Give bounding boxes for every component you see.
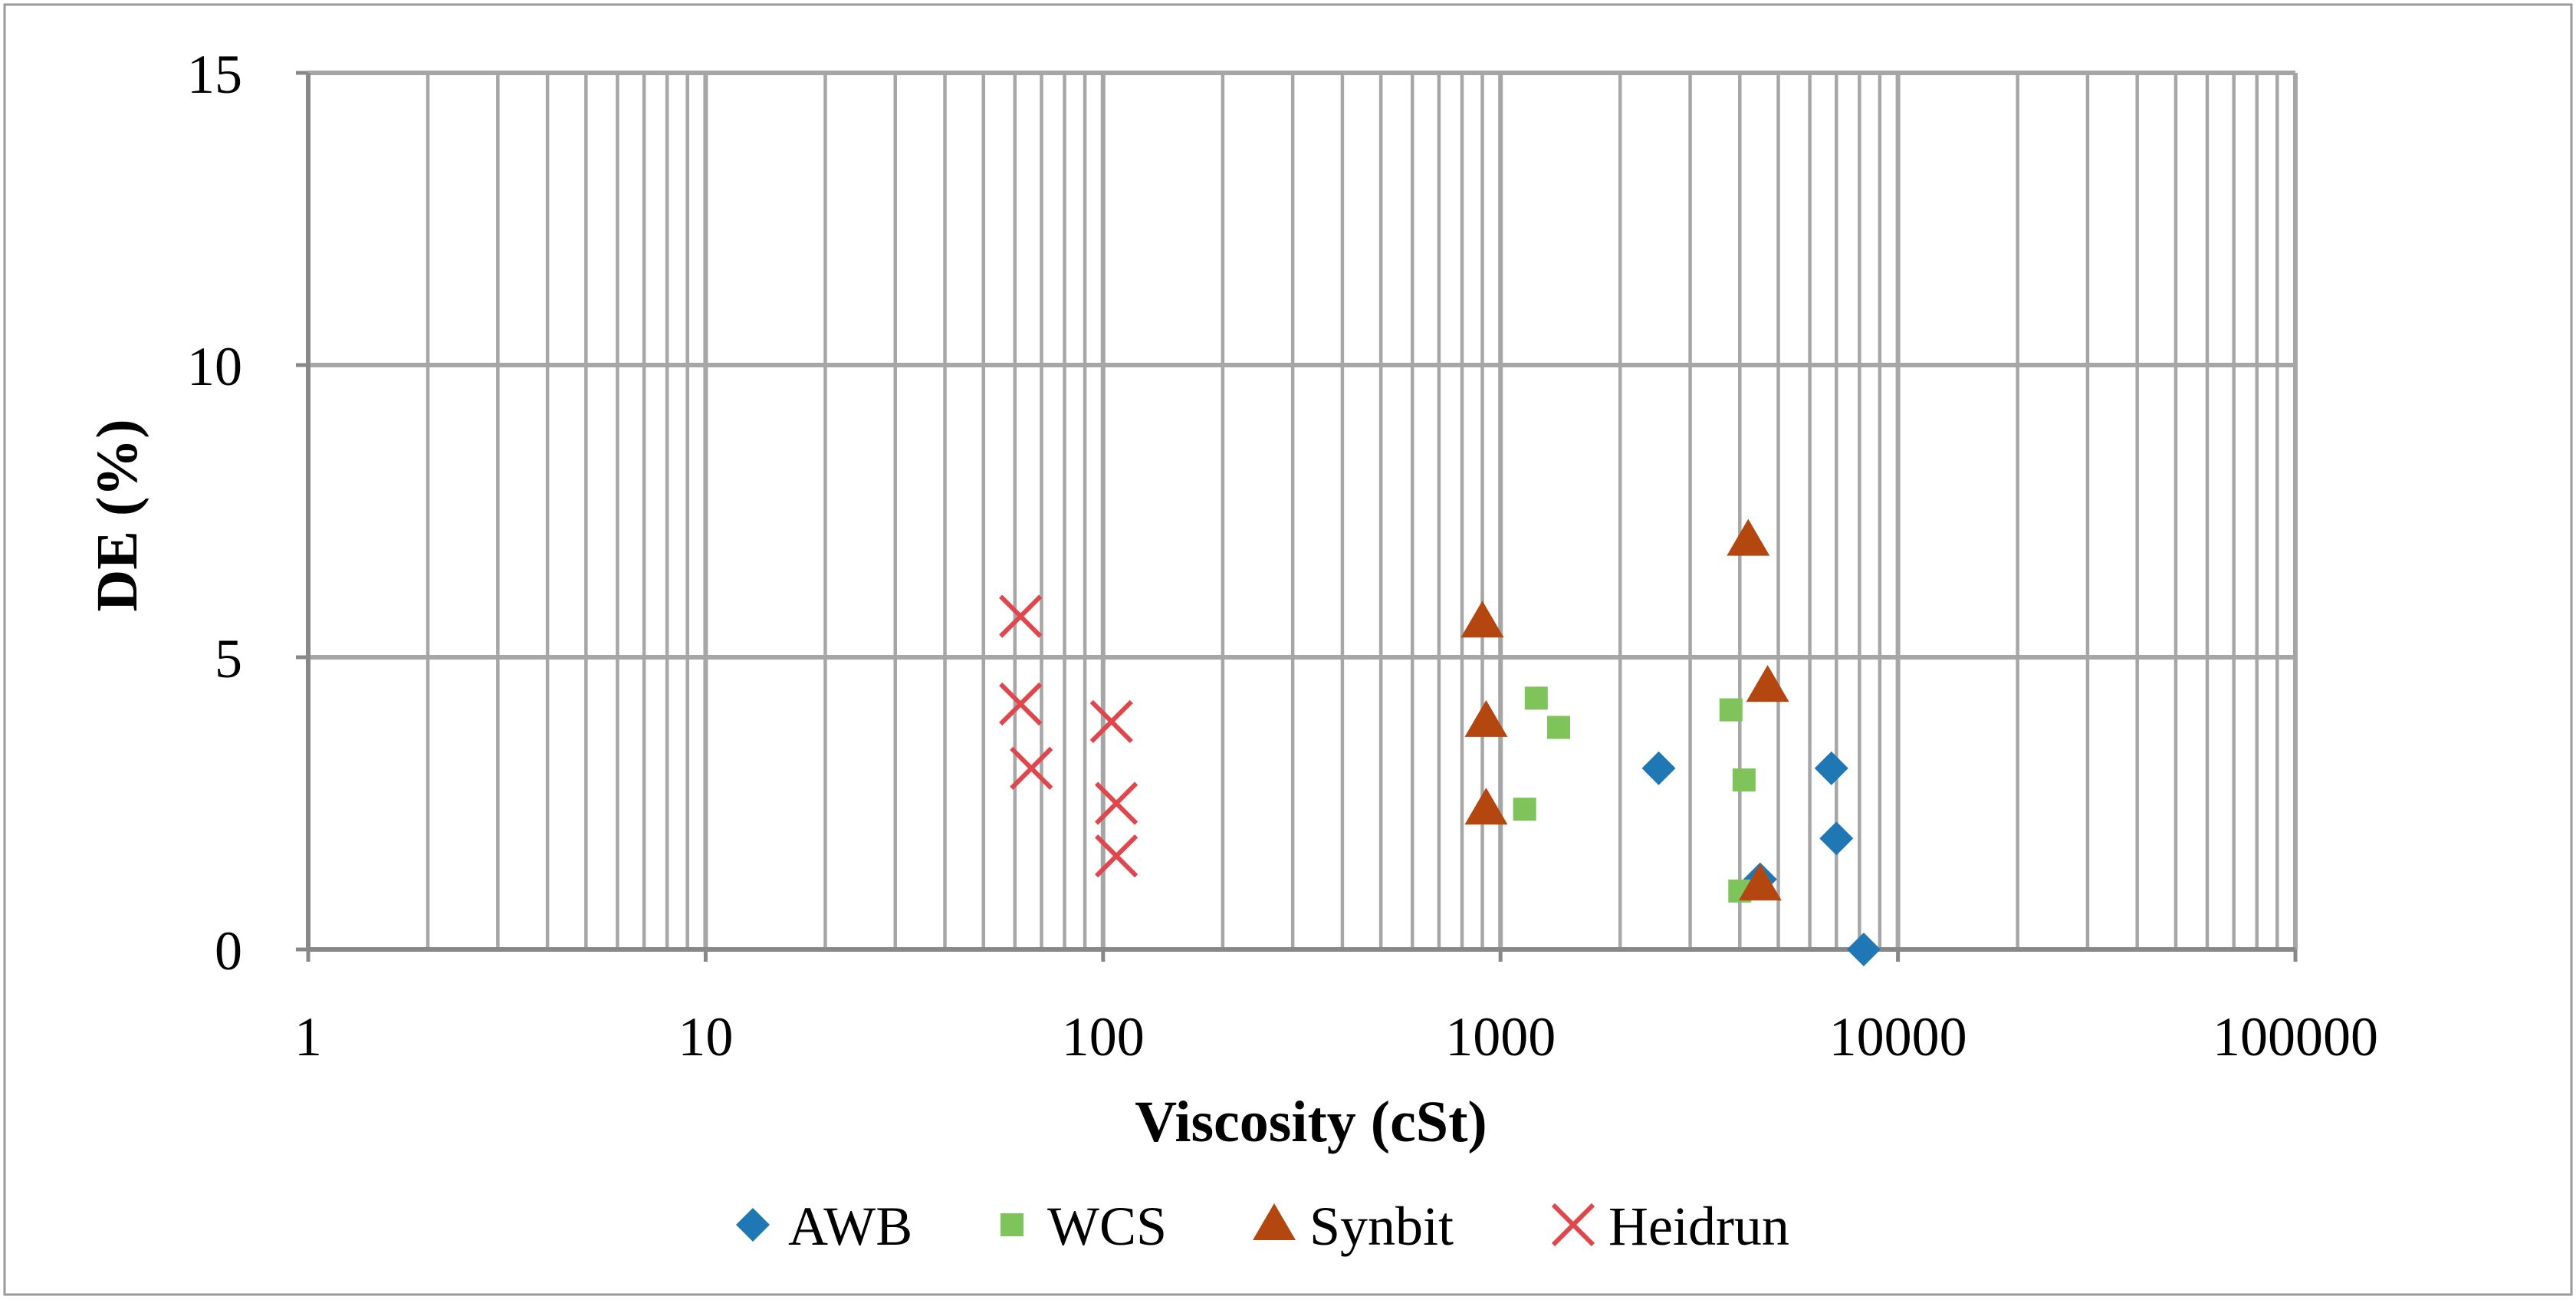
data-point-heidrun: [1010, 746, 1053, 790]
y-tick-label: 15: [187, 44, 242, 105]
y-tick-label: 0: [215, 920, 242, 982]
legend-marker-heidrun: [1551, 1203, 1595, 1247]
data-point-synbit: [1738, 864, 1782, 901]
data-point-synbit: [1746, 665, 1789, 703]
y-tick-label: 10: [187, 336, 242, 397]
data-point-heidrun: [1095, 834, 1138, 878]
y-tick-label: 5: [215, 628, 242, 689]
data-point-synbit: [1464, 699, 1508, 737]
x-tick-label: 100: [1062, 1006, 1145, 1068]
x-tick-label: 10: [678, 1006, 733, 1068]
data-point-wcs: [1524, 686, 1548, 710]
data-point-heidrun: [1089, 699, 1133, 743]
tick-labels: 0 5 10 15 1 10 100 1000 10000 100000: [187, 44, 2378, 1068]
legend-marker-wcs: [1001, 1213, 1024, 1236]
data-point-heidrun: [1095, 781, 1138, 825]
x-axis-title: Viscosity (cSt): [1135, 1090, 1487, 1154]
x-tick-label: 1: [294, 1006, 322, 1068]
data-point-wcs: [1719, 698, 1743, 722]
data-point-awb: [1814, 751, 1848, 785]
legend-label-heidrun: Heidrun: [1608, 1196, 1789, 1257]
data-marks: [999, 518, 1881, 966]
data-point-heidrun: [999, 594, 1043, 638]
data-point-heidrun: [999, 682, 1043, 726]
data-point-awb: [1641, 751, 1676, 785]
legend-label-synbit: Synbit: [1309, 1196, 1454, 1257]
data-point-synbit: [1464, 788, 1508, 825]
x-tick-label: 1000: [1445, 1006, 1556, 1068]
data-point-synbit: [1727, 518, 1770, 556]
legend: AWB WCS Synbit Heidrun: [736, 1196, 1789, 1257]
data-point-wcs: [1546, 716, 1570, 739]
legend-label-wcs: WCS: [1047, 1196, 1167, 1257]
x-tick-label: 10000: [1829, 1006, 1967, 1068]
data-point-wcs: [1513, 798, 1536, 821]
legend-marker-synbit: [1253, 1203, 1296, 1240]
legend-marker-awb: [736, 1208, 770, 1242]
data-point-awb: [1819, 821, 1854, 856]
chart-frame: [3, 3, 2573, 1296]
y-axis-title: DE (%): [85, 419, 150, 611]
data-point-synbit: [1460, 600, 1504, 638]
legend-label-awb: AWB: [788, 1196, 912, 1257]
data-point-awb: [1846, 933, 1881, 966]
axes: [296, 71, 2298, 962]
x-tick-label: 100000: [2213, 1006, 2378, 1068]
data-point-wcs: [1732, 768, 1756, 792]
